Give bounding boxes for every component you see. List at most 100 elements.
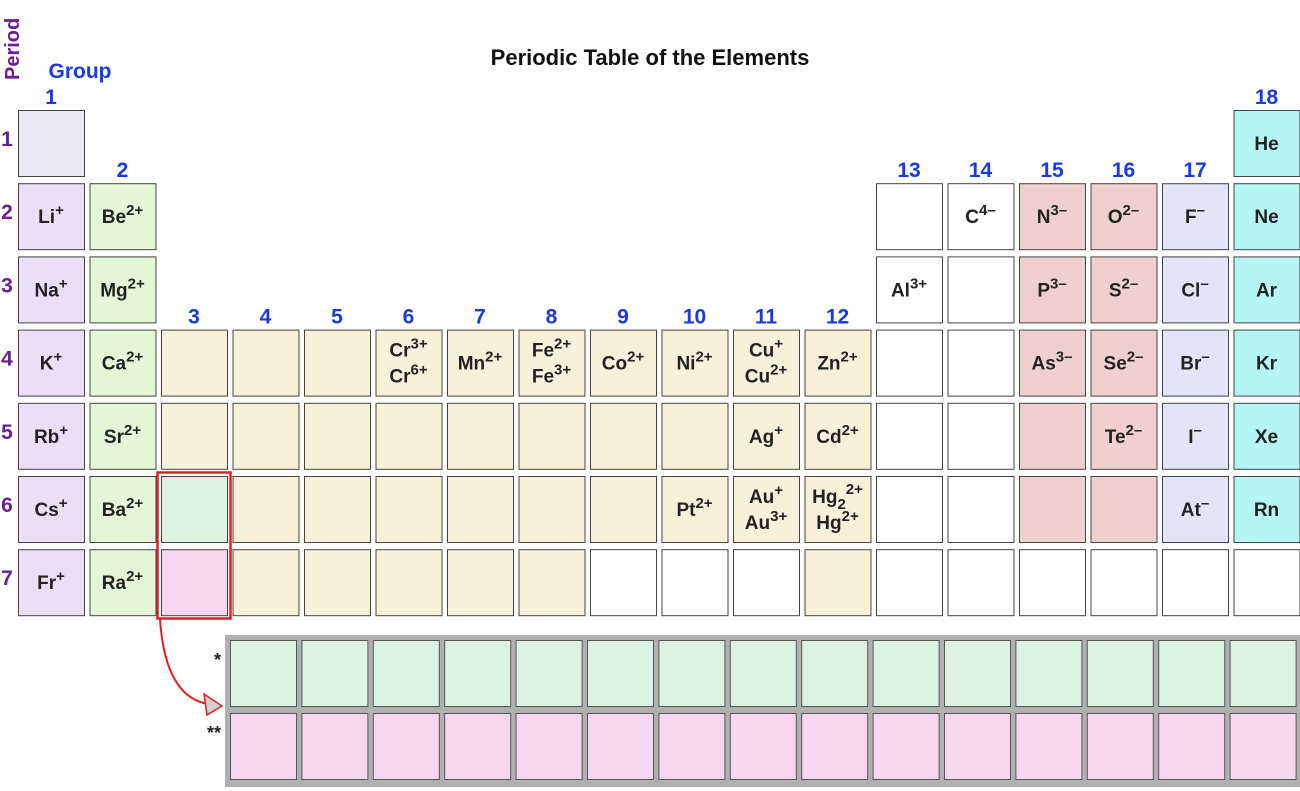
ion-symbol: Ni [676, 354, 695, 375]
element-cell [1233, 402, 1300, 470]
element-cell [1090, 402, 1158, 470]
ion: Ni2+ [676, 349, 712, 375]
ion-symbol: He [1254, 134, 1278, 155]
ion-symbol: I [1188, 427, 1193, 448]
ion-subscript: 2 [837, 496, 845, 513]
f-block-cell [1229, 713, 1297, 780]
ion: Cr6+ [389, 362, 427, 388]
element-cell [590, 476, 657, 543]
ion-charge: + [55, 202, 64, 219]
ion: Na+ [34, 275, 67, 301]
element-cell [1019, 476, 1086, 543]
ion-charge: + [774, 336, 783, 353]
f-block-cell [1015, 713, 1083, 780]
f-block-cell [944, 640, 1011, 707]
f-block-cell [729, 640, 797, 707]
ion-symbol: Ar [1256, 280, 1278, 301]
f-block-cell [658, 713, 726, 780]
ion: Zn2+ [817, 349, 858, 375]
element-cell [876, 183, 943, 251]
ion-symbol: Au [745, 513, 770, 534]
ion-charge: – [1201, 349, 1209, 366]
ion: Rn [1254, 500, 1279, 521]
ion: Cu2+ [745, 362, 788, 388]
ion: F– [1185, 202, 1205, 228]
element-cell [733, 476, 800, 543]
ion-symbol: P [1037, 280, 1050, 301]
f-block-cell [872, 713, 940, 780]
element-cell [447, 329, 514, 397]
ion: Be2+ [102, 202, 144, 228]
ion-symbol: Rb [34, 427, 59, 448]
period-number: 5 [1, 421, 13, 444]
period-number: 1 [1, 128, 13, 151]
ion-charge: 2+ [124, 422, 141, 439]
ion-symbol: N [1037, 207, 1051, 228]
element-cell [876, 476, 943, 543]
element-cell [1019, 256, 1086, 324]
element-cell [232, 549, 300, 617]
element-cell [590, 329, 657, 397]
series-marker: ** [207, 723, 221, 743]
ion-charge: 2+ [554, 336, 571, 353]
ion-symbol: Mg [100, 280, 127, 301]
ion-charge: 2+ [128, 275, 145, 292]
group-number: 10 [683, 306, 706, 329]
ion-charge: + [59, 422, 68, 439]
f-block-cell [372, 713, 440, 780]
element-cell [947, 402, 1015, 470]
ion-charge: 3+ [910, 275, 927, 292]
ion: Sr2+ [104, 422, 141, 448]
ion-charge: 3+ [770, 508, 787, 525]
ion-symbol: K [40, 354, 54, 375]
group-number: 1 [45, 86, 57, 109]
ion-charge: + [774, 482, 783, 499]
ion: Ca2+ [102, 349, 144, 375]
ion-symbol: O [1108, 207, 1123, 228]
element-cell [375, 402, 443, 470]
ion: S2– [1109, 275, 1138, 301]
ion: Pt2+ [676, 495, 712, 521]
ion-symbol: Hg [816, 513, 841, 534]
group-number: 12 [826, 306, 849, 329]
element-cell [18, 110, 85, 177]
element-cell [1019, 549, 1086, 617]
element-cell [1233, 256, 1300, 324]
ion: Te2– [1105, 422, 1142, 448]
element-cell [375, 549, 443, 617]
ion-symbol: Fe [532, 341, 554, 362]
ion-symbol: Fe [532, 367, 554, 388]
ion: Au3+ [745, 508, 788, 534]
ion: Mn2+ [458, 349, 503, 375]
group-number: 18 [1255, 86, 1279, 109]
element-cell [1019, 402, 1086, 470]
element-cell [947, 329, 1015, 397]
f-block-cell [1158, 713, 1226, 780]
element-cell [89, 183, 157, 251]
ion-charge: 2– [1122, 275, 1139, 292]
ion: C4– [965, 202, 995, 228]
element-cell [304, 329, 371, 397]
group-number: 7 [474, 306, 486, 329]
element-cell [375, 476, 443, 543]
ion: Br– [1180, 349, 1209, 375]
element-cell [804, 329, 872, 397]
ion-charge: 2– [1123, 202, 1140, 219]
ion: Cd2+ [816, 422, 859, 448]
ion-charge: 2+ [126, 495, 143, 512]
ion-charge: 2– [1127, 349, 1144, 366]
element-cell [161, 476, 228, 543]
ion: Ba2+ [102, 495, 144, 521]
ion: P3– [1037, 275, 1066, 301]
group-number: 3 [188, 306, 200, 329]
ion-charge: 2+ [695, 495, 712, 512]
period-number: 2 [1, 201, 13, 224]
f-block-cell [944, 713, 1011, 780]
f-block-cell [1229, 640, 1297, 707]
ion-symbol: Xe [1255, 427, 1278, 448]
element-cell [1233, 329, 1300, 397]
highlight-box [156, 471, 232, 620]
ion-charge: 2+ [846, 481, 863, 498]
ion: Ar [1256, 280, 1278, 301]
ion-symbol: At [1181, 500, 1202, 521]
